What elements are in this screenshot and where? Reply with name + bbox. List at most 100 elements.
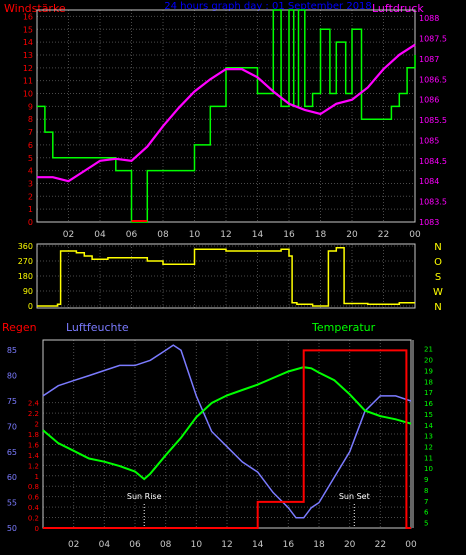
rain-tick-label: 0.2 [28,515,39,523]
direction-tick-label: 270 [18,257,33,266]
x-tick-label: 16 [283,540,295,550]
temperature-axis-title: Temperatur [311,321,376,334]
wind-tick-label: 16 [23,12,33,21]
wind-tick-label: 14 [23,38,33,47]
x-tick-label: 12 [221,540,232,550]
compass-tick-label: O [434,257,442,268]
rain-tick-label: 1.6 [28,441,40,449]
rain-tick-label: 1 [35,473,39,481]
pressure-tick-label: 1084 [419,177,439,186]
humidity-tick-label: 55 [7,499,17,508]
x-tick-label: 08 [157,230,169,240]
pressure-tick-label: 1086.5 [419,75,447,84]
temperature-tick-label: 21 [424,346,433,354]
x-tick-label: 12 [220,230,231,240]
x-tick-label: 20 [344,540,356,550]
compass-tick-label: N [434,302,441,313]
x-tick-label: 22 [375,540,386,550]
direction-tick-label: 0 [28,302,33,311]
temperature-line [42,366,412,481]
pressure-tick-label: 1088 [419,14,439,23]
wind-line [37,9,416,223]
x-tick-label: 16 [283,230,295,240]
temperature-tick-label: 7 [424,498,428,506]
wind-tick-label: 9 [28,102,33,111]
x-tick-label: 14 [252,540,264,550]
direction-line [37,246,415,307]
temperature-tick-label: 5 [424,520,428,528]
pressure-tick-label: 1087.5 [419,35,447,44]
direction-frame [36,243,416,309]
chart-title: 24 hours graph day : 01 September 2018 [164,1,372,12]
rain-tick-label: 0.8 [28,483,39,491]
wind-tick-label: 15 [23,25,33,34]
rain-line [43,349,411,529]
pressure-tick-label: 1083 [419,218,439,227]
temperature-tick-label: 8 [424,487,428,495]
x-tick-label: 20 [346,230,358,240]
rain-axis-title: Regen [2,321,37,334]
temperature-tick-label: 20 [424,357,433,365]
humidity-tick-label: 50 [7,524,17,533]
rain-tick-label: 2.4 [28,400,40,408]
temperature-tick-label: 6 [424,509,429,517]
rain-tick-label: 2 [35,421,39,429]
rain-tick-label: 0 [35,525,39,533]
rain-tick-label: 1.2 [28,462,39,470]
humidity-tick-label: 75 [7,397,17,406]
rain-tick-label: 0.4 [28,504,40,512]
x-tick-label: 10 [191,540,203,550]
x-tick-label: 04 [99,540,111,550]
wind-tick-label: 10 [23,90,33,99]
x-tick-label: 04 [94,230,106,240]
compass-tick-label: S [435,272,441,283]
x-tick-label: 22 [378,230,389,240]
x-tick-label: 18 [313,540,325,550]
temperature-tick-label: 15 [424,411,433,419]
direction-tick-label: 180 [18,272,33,281]
compass-tick-label: W [433,287,443,298]
pressure-tick-label: 1087 [419,55,439,64]
temperature-tick-label: 11 [424,454,433,462]
humidity-tick-label: 65 [7,448,17,457]
wind-tick-label: 12 [23,64,33,73]
humidity-line [42,344,412,519]
pressure-tick-label: 1084.5 [419,157,447,166]
x-tick-label: 02 [68,540,79,550]
rain-tick-label: 1.4 [28,452,40,460]
wind-tick-label: 1 [28,205,33,214]
pressure-tick-label: 1083.5 [419,198,447,207]
x-tick-label: 10 [189,230,201,240]
wind-tick-label: 8 [28,115,33,124]
wind-tick-label: 11 [23,77,33,86]
rain-tick-label: 0.6 [28,494,40,502]
x-tick-label: 06 [129,540,141,550]
wind-axis-title: Windstärke [4,2,66,15]
humidity-tick-label: 80 [7,372,17,381]
x-tick-label: 00 [409,230,421,240]
temperature-tick-label: 19 [424,367,433,375]
temperature-tick-label: 17 [424,389,433,397]
temperature-tick-label: 13 [424,433,433,441]
x-tick-label: 02 [63,230,74,240]
wind-tick-label: 7 [28,128,33,137]
wind-tick-label: 2 [28,192,33,201]
wind-tick-label: 3 [28,179,33,188]
pressure-line [37,43,416,183]
wind-tick-label: 0 [28,218,33,227]
x-tick-label: 08 [160,540,172,550]
rain-tick-label: 2.2 [28,410,39,418]
pressure-tick-label: 1086 [419,96,439,105]
direction-tick-label: 360 [18,242,33,251]
humidity-tick-label: 60 [7,473,17,482]
temperature-tick-label: 14 [424,422,433,430]
x-tick-label: 14 [252,230,264,240]
temperature-tick-label: 10 [424,465,433,473]
wind-tick-label: 5 [28,154,33,163]
temperature-tick-label: 18 [424,378,433,386]
wind-tick-label: 13 [23,51,33,60]
x-tick-label: 18 [315,230,327,240]
wind-tick-label: 6 [28,141,33,150]
rain-tick-label: 1.8 [28,431,39,439]
